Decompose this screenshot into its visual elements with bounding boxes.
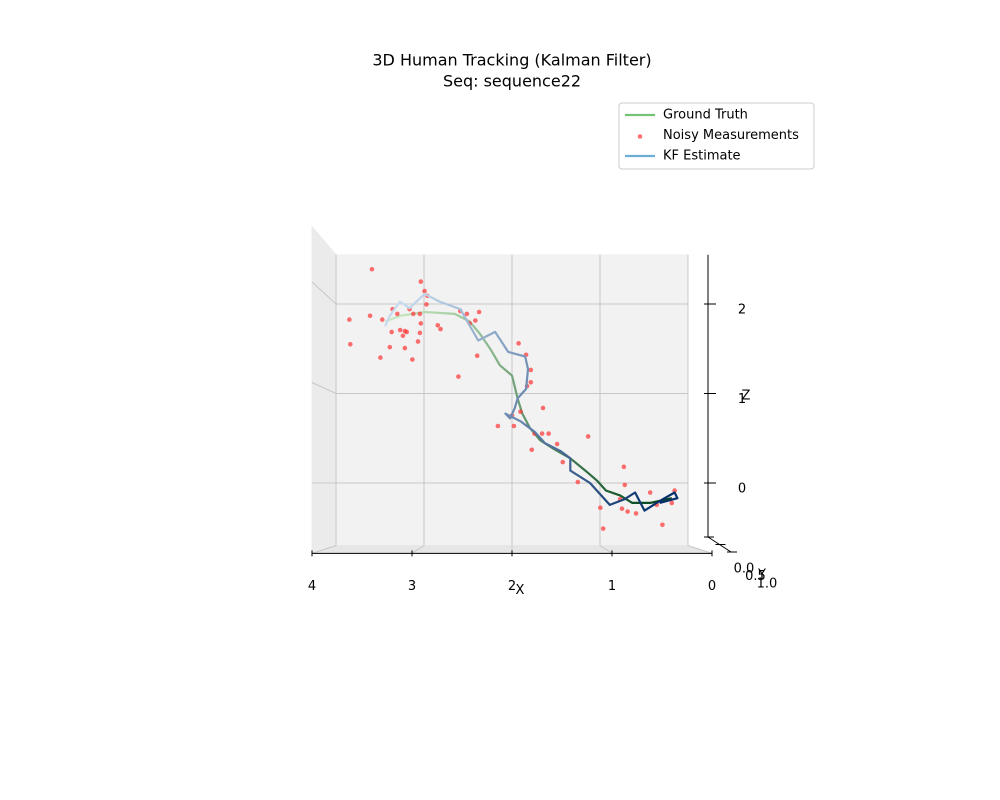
series-line	[384, 310, 673, 504]
measurement-point	[539, 431, 545, 436]
measurement-point	[438, 326, 443, 332]
y-axis-label: Y	[757, 568, 766, 583]
grid-line	[411, 545, 425, 554]
grid-line	[599, 545, 613, 554]
measurement-point	[347, 317, 352, 322]
y-tick-label: 0.5	[745, 569, 766, 584]
measurement-point	[418, 321, 424, 326]
grid-line	[311, 382, 337, 394]
measurement-point	[511, 423, 517, 429]
measurement-point	[435, 323, 441, 328]
measurement-point	[540, 405, 546, 411]
measurement-point	[516, 341, 521, 346]
measurement-point	[575, 479, 581, 485]
z-tick-label: 0	[738, 482, 746, 497]
measurement-point	[348, 342, 353, 347]
z-tick-label: 2	[738, 303, 746, 318]
measurement-point	[560, 459, 566, 465]
measurement-point	[369, 266, 375, 272]
measurement-point	[456, 374, 461, 379]
grid-line	[311, 545, 337, 554]
measurement-point	[464, 311, 470, 317]
measurement-point	[415, 339, 421, 344]
measurement-point	[387, 344, 393, 350]
measurement-point	[367, 313, 373, 319]
x-tick-label: 3	[408, 579, 416, 594]
legend-label: KF Estimate	[663, 149, 741, 164]
measurement-point	[474, 353, 480, 359]
measurement-point	[669, 500, 675, 506]
measurement-point	[417, 330, 423, 336]
measurement-point	[418, 279, 424, 284]
y-tick-label: 1.0	[757, 577, 778, 592]
measurement-point	[404, 329, 410, 335]
measurement-point	[389, 329, 394, 335]
measurement-point	[476, 309, 482, 315]
z-tick-label: 1	[738, 392, 746, 407]
measurement-point	[495, 423, 501, 429]
measurement-point	[647, 490, 653, 495]
measurement-point	[621, 464, 627, 470]
measurement-point	[379, 317, 385, 322]
chart-subtitle: Seq: sequence22	[443, 72, 581, 91]
y-tick-label: 0.0	[734, 562, 755, 577]
grid-line	[687, 545, 713, 554]
measurement-point	[400, 333, 406, 339]
legend-box	[618, 102, 815, 170]
measurement-point	[546, 431, 551, 436]
chart-title: 3D Human Tracking (Kalman Filter)	[372, 51, 651, 70]
x-axis-label: X	[516, 583, 525, 598]
measurement-point	[528, 367, 534, 373]
x-tick-label: 0	[708, 579, 716, 594]
measurement-point	[625, 509, 630, 514]
measurement-point	[410, 357, 415, 362]
measurement-point	[622, 482, 628, 488]
x-tick-label: 4	[308, 579, 316, 594]
x-tick-label: 1	[608, 579, 616, 594]
measurement-point	[395, 311, 400, 317]
legend: Ground Truth Noisy Measurements KF Estimat…	[618, 102, 815, 170]
measurement-point	[598, 505, 603, 511]
measurement-point	[528, 380, 534, 385]
measurement-point	[600, 526, 606, 531]
measurement-point	[660, 522, 665, 528]
measurement-point	[633, 511, 639, 516]
measurement-point	[417, 311, 423, 317]
measurement-point	[554, 441, 560, 447]
measurement-point	[378, 355, 383, 360]
measurement-point	[529, 447, 535, 453]
measurement-point	[518, 409, 523, 415]
x-tick-label: 2	[508, 579, 516, 594]
legend-label: Ground Truth	[663, 108, 748, 123]
grid-line	[311, 281, 337, 305]
measurement-point	[672, 488, 677, 493]
legend-handle	[637, 134, 643, 139]
z-axis-label: Z	[742, 389, 751, 404]
series-line	[384, 292, 679, 512]
legend-label: Noisy Measurements	[663, 128, 799, 143]
measurement-point	[397, 327, 403, 333]
measurement-point	[411, 311, 416, 317]
measurement-point	[422, 288, 427, 294]
measurement-point	[585, 434, 591, 439]
side-pane	[311, 225, 337, 555]
measurement-point	[619, 506, 625, 511]
measurement-point	[424, 302, 429, 307]
measurement-point	[473, 318, 478, 323]
measurement-point	[402, 345, 408, 351]
